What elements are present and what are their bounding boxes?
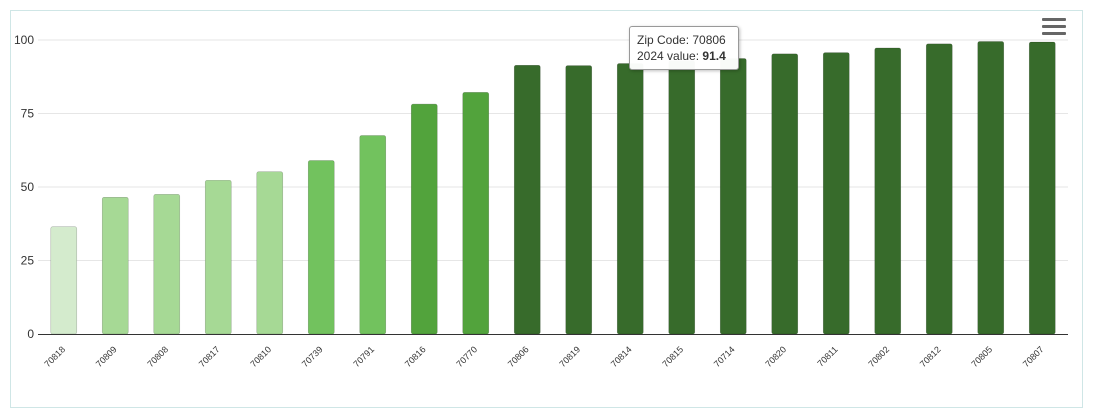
- tooltip-value: 91.4: [702, 49, 726, 63]
- bars: [50, 41, 1056, 335]
- y-tick-label: 100: [14, 33, 34, 47]
- y-tick-label: 25: [21, 254, 35, 268]
- y-axis-labels: 0 25 50 75 100: [14, 33, 34, 341]
- y-tick-label: 0: [27, 327, 34, 341]
- bar-70807[interactable]: [1028, 41, 1056, 335]
- tooltip-value-label: 2024 value:: [637, 49, 703, 63]
- x-tick-label: 70819: [557, 344, 582, 369]
- bar-70815[interactable]: [668, 60, 696, 335]
- bar-70805[interactable]: [977, 41, 1005, 335]
- grid-lines: [38, 39, 1068, 261]
- x-tick-label: 70814: [609, 344, 634, 369]
- x-tick-label: 70770: [454, 344, 479, 369]
- x-tick-label: 70820: [763, 344, 788, 369]
- x-tick-label: 70806: [506, 344, 531, 369]
- bar-70810[interactable]: [256, 171, 284, 335]
- hamburger-menu-icon-bar: [1042, 25, 1066, 28]
- tooltip-zip-value: 70806: [692, 33, 726, 47]
- tooltip-zip-label: Zip Code:: [637, 33, 693, 47]
- bar-70811[interactable]: [822, 52, 850, 335]
- x-tick-label: 70714: [712, 344, 737, 369]
- bar-70714[interactable]: [719, 58, 747, 335]
- x-tick-label: 70739: [300, 344, 325, 369]
- x-tick-label: 70816: [403, 344, 428, 369]
- x-tick-label: 70809: [94, 344, 119, 369]
- x-tick-label: 70807: [1021, 344, 1046, 369]
- x-tick-label: 70811: [815, 344, 839, 368]
- chart-menu-button[interactable]: [1042, 18, 1066, 38]
- bar-70739[interactable]: [307, 160, 335, 335]
- hamburger-menu-icon: [1042, 18, 1066, 21]
- x-axis-labels: 70818 70809 70808 70817 70810 70739 70791 70816…: [42, 344, 1045, 369]
- bar-70814[interactable]: [616, 63, 644, 335]
- x-tick-label: 70818: [42, 344, 67, 369]
- x-tick-label: 70791: [351, 344, 376, 369]
- bar-70818[interactable]: [50, 226, 78, 335]
- x-tick-label: 70805: [969, 344, 994, 369]
- bar-70791[interactable]: [359, 135, 387, 335]
- x-tick-label: 70817: [197, 344, 222, 369]
- bar-70809[interactable]: [101, 196, 129, 335]
- bar-70808[interactable]: [153, 194, 181, 335]
- x-tick-label: 70815: [660, 344, 685, 369]
- bar-70802[interactable]: [874, 47, 902, 335]
- bar-70806[interactable]: [513, 64, 541, 335]
- y-tick-label: 75: [21, 107, 35, 121]
- x-tick-label: 70802: [866, 344, 891, 369]
- x-tick-label: 70810: [248, 344, 273, 369]
- bar-70820[interactable]: [771, 53, 799, 335]
- bar-70812[interactable]: [925, 43, 953, 335]
- x-tick-label: 70812: [918, 344, 943, 369]
- bar-70817[interactable]: [204, 179, 232, 335]
- x-tick-label: 70808: [145, 344, 170, 369]
- y-tick-label: 50: [21, 180, 35, 194]
- bar-70770[interactable]: [462, 92, 490, 335]
- chart-container: [10, 10, 1083, 408]
- tooltip: Zip Code: 70806 2024 value: 91.4: [629, 26, 739, 70]
- bar-70819[interactable]: [565, 65, 593, 335]
- bar-70816[interactable]: [410, 103, 438, 335]
- hamburger-menu-icon-bar: [1042, 32, 1066, 35]
